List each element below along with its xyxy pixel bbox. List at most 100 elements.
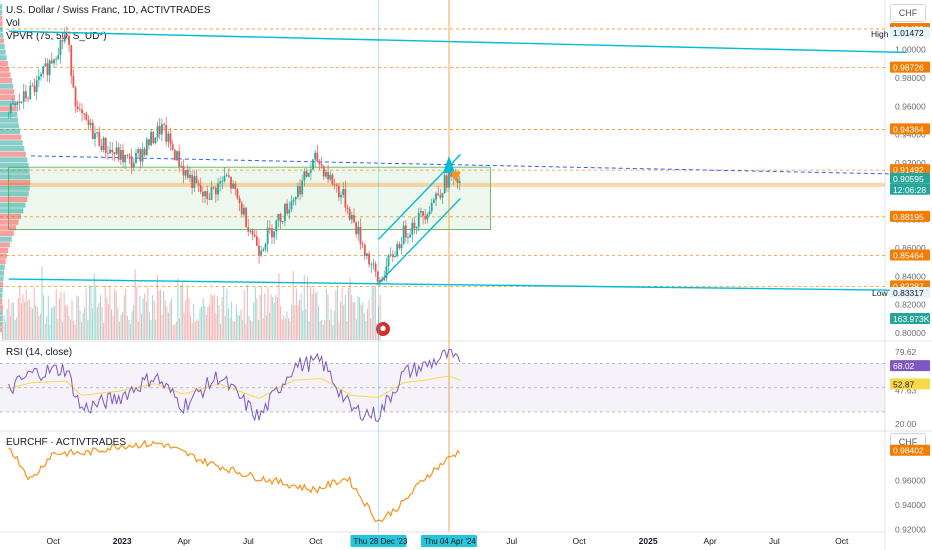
candle-body — [72, 75, 75, 88]
candle-body — [109, 149, 111, 154]
volume-bar — [175, 321, 177, 340]
rsi-value-tag-bg — [890, 360, 930, 372]
volume-bar — [193, 303, 195, 340]
low-value-tag: 0.83317 — [893, 288, 924, 298]
time-marker-bg — [350, 535, 407, 547]
low-value-tag-bg — [890, 287, 930, 298]
volume-bar — [280, 306, 282, 340]
candle-body — [262, 249, 265, 251]
candle-body — [389, 254, 392, 256]
volume-bar — [287, 317, 289, 340]
down-arrow-icon — [450, 171, 461, 183]
volume-bar — [242, 319, 244, 340]
volume-bar — [201, 306, 203, 340]
last-price-tag-bg — [890, 172, 930, 184]
candle-body — [296, 186, 299, 197]
candle-body — [452, 173, 455, 177]
volume-bar — [207, 306, 209, 340]
currency-button-eurchf[interactable]: CHF — [890, 433, 926, 451]
channel-lower-line — [377, 197, 461, 284]
volume-bar — [264, 293, 266, 340]
candle-body — [325, 172, 327, 177]
volume-bar — [248, 315, 250, 340]
volume-bar — [240, 309, 242, 340]
level-price-tag: 0.94364 — [893, 124, 924, 134]
candle-body — [104, 137, 107, 153]
candle-body — [145, 139, 148, 156]
candle-body — [137, 149, 140, 153]
volume-bar — [291, 304, 293, 340]
volume-bar — [158, 290, 160, 340]
last-price-tag: 0.90595 — [893, 174, 924, 184]
volume-bar — [28, 298, 30, 340]
candle-body — [171, 144, 174, 150]
candle-body — [94, 133, 96, 139]
volume-bar — [63, 291, 65, 340]
volume-bar — [74, 324, 76, 340]
candle-body — [33, 85, 36, 92]
volume-bar — [221, 296, 223, 340]
volume-bar — [169, 302, 171, 340]
volume-bar — [303, 274, 305, 340]
currency-button-main[interactable]: CHF — [890, 4, 926, 22]
candle-body — [230, 176, 232, 189]
candle-body — [264, 244, 267, 250]
volume-bar — [216, 296, 218, 340]
candle-body — [27, 98, 29, 100]
volume-bar — [191, 322, 193, 340]
volume-bar — [341, 288, 343, 340]
candle-body — [212, 187, 215, 188]
vpvr-bar — [0, 321, 3, 327]
volume-bar — [65, 305, 67, 340]
candle-body — [208, 198, 211, 200]
candle-body — [368, 253, 371, 265]
volume-bar — [117, 308, 119, 340]
volume-bar — [373, 287, 375, 340]
candle-body — [163, 124, 165, 126]
eurchf-tick-label: 0.94000 — [895, 500, 926, 510]
candle-body — [268, 228, 271, 229]
level-price-tag: 0.98726 — [893, 63, 924, 73]
volume-bar — [254, 287, 256, 340]
candle-body — [202, 191, 204, 197]
vpvr-bar — [0, 298, 3, 305]
candle-body — [379, 280, 381, 282]
volume-bar — [329, 320, 331, 340]
volume-bar — [262, 317, 264, 340]
volume-bar — [205, 314, 207, 340]
volume-bar — [297, 305, 299, 340]
volume-bar — [60, 291, 62, 340]
volume-bar — [357, 296, 359, 340]
candle-body — [284, 203, 286, 222]
vpvr-bar — [0, 247, 9, 254]
volume-bar — [340, 301, 342, 340]
candle-body — [415, 227, 418, 229]
volume-bar — [101, 307, 103, 340]
volume-bar — [111, 309, 113, 340]
candle-body — [309, 169, 312, 173]
x-tick-label: Apr — [703, 536, 716, 546]
candle-body — [238, 198, 241, 204]
candle-body — [370, 264, 373, 266]
volume-bar — [109, 286, 111, 340]
rsi-tick-label: 47.63 — [895, 386, 917, 396]
volume-bar — [30, 306, 32, 340]
candle-body — [214, 187, 217, 195]
eurchf-line — [8, 439, 461, 523]
rsi-tick-label: 79.62 — [895, 347, 917, 357]
candle-body — [16, 101, 19, 106]
candle-body — [361, 244, 364, 245]
candle-body — [102, 137, 105, 150]
vpvr-bar — [0, 293, 3, 299]
candle-body — [48, 60, 51, 76]
vpvr-bar — [0, 202, 26, 208]
volume-bar — [161, 315, 163, 340]
candle-body — [154, 137, 157, 144]
candle-body — [55, 59, 58, 61]
volume-bar — [5, 321, 7, 340]
countdown-tag: 12:06:28 — [893, 185, 926, 195]
volume-bar — [106, 297, 108, 340]
volume-bar — [142, 298, 144, 340]
